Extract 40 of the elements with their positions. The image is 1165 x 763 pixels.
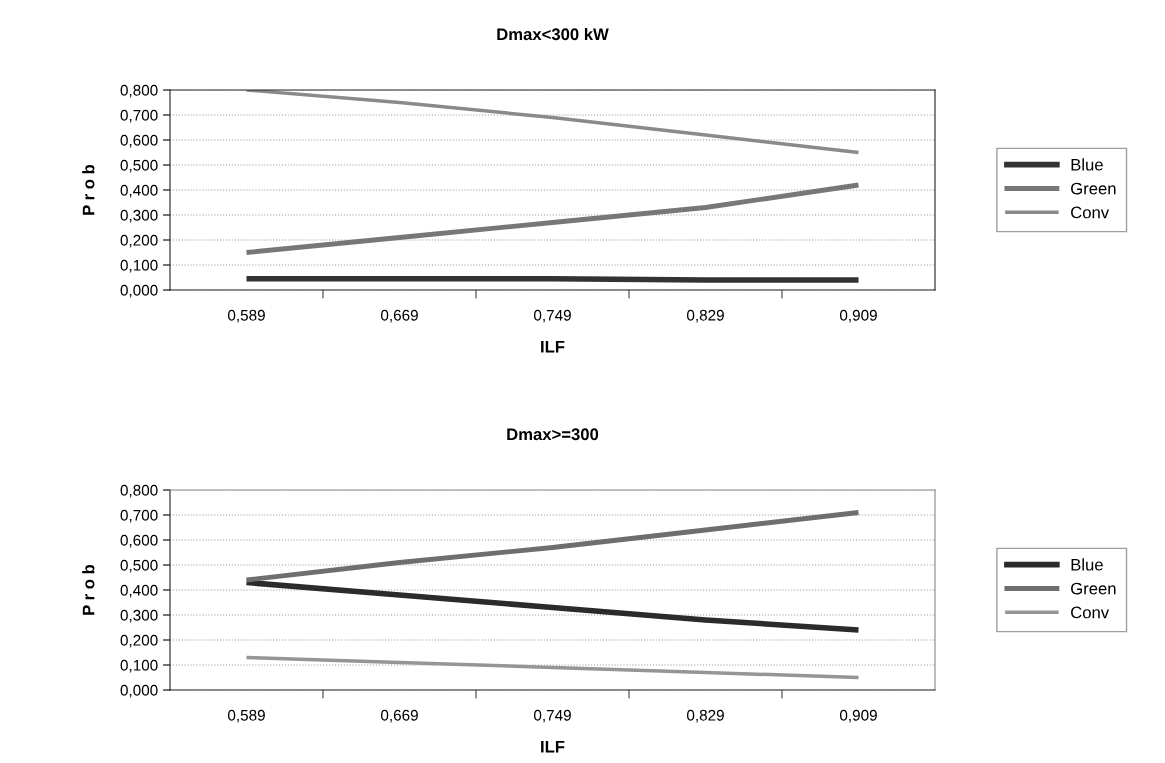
x-tick-label: 0,829	[686, 309, 724, 323]
y-tick-label: 0,000	[120, 684, 158, 698]
y-tick-label: 0,100	[120, 259, 158, 273]
x-tick-label: 0,669	[380, 709, 418, 723]
y-tick-label: 0,500	[120, 159, 158, 173]
y-axis-title: P r o b	[82, 164, 95, 215]
legend-label: Green	[1071, 182, 1116, 195]
x-axis-title: ILF	[541, 740, 565, 753]
y-tick-label: 0,200	[120, 234, 158, 248]
legend-label: Green	[1071, 582, 1116, 595]
x-tick-label: 0,589	[227, 309, 265, 323]
y-tick-label: 0,400	[120, 584, 158, 598]
y-tick-label: 0,500	[120, 559, 158, 573]
x-tick-label: 0,749	[533, 309, 571, 323]
y-tick-label: 0,400	[120, 184, 158, 198]
y-tick-label: 0,100	[120, 659, 158, 673]
chart-title: Dmax>=300	[507, 428, 599, 441]
x-tick-label: 0,829	[686, 709, 724, 723]
y-tick-label: 0,300	[120, 609, 158, 623]
x-tick-label: 0,669	[380, 309, 418, 323]
legend-label: Blue	[1071, 558, 1103, 571]
legend-label: Conv	[1071, 606, 1110, 619]
chart-title: Dmax<300 kW	[497, 27, 609, 41]
y-tick-label: 0,200	[120, 634, 158, 648]
legend-label: Conv	[1071, 206, 1110, 219]
y-axis-title: P r o b	[82, 564, 95, 615]
x-tick-label: 0,589	[227, 709, 265, 723]
y-tick-label: 0,700	[120, 109, 158, 123]
legend-label: Blue	[1071, 158, 1103, 171]
y-tick-label: 0,800	[120, 484, 158, 498]
y-tick-label: 0,800	[120, 84, 158, 98]
x-tick-label: 0,749	[533, 709, 571, 723]
y-tick-label: 0,300	[120, 209, 158, 223]
x-tick-label: 0,909	[839, 309, 877, 323]
y-tick-label: 0,000	[120, 284, 158, 298]
x-tick-label: 0,909	[839, 709, 877, 723]
y-tick-label: 0,600	[120, 534, 158, 548]
y-tick-label: 0,700	[120, 509, 158, 523]
y-tick-label: 0,600	[120, 134, 158, 148]
x-axis-title: ILF	[541, 340, 565, 353]
